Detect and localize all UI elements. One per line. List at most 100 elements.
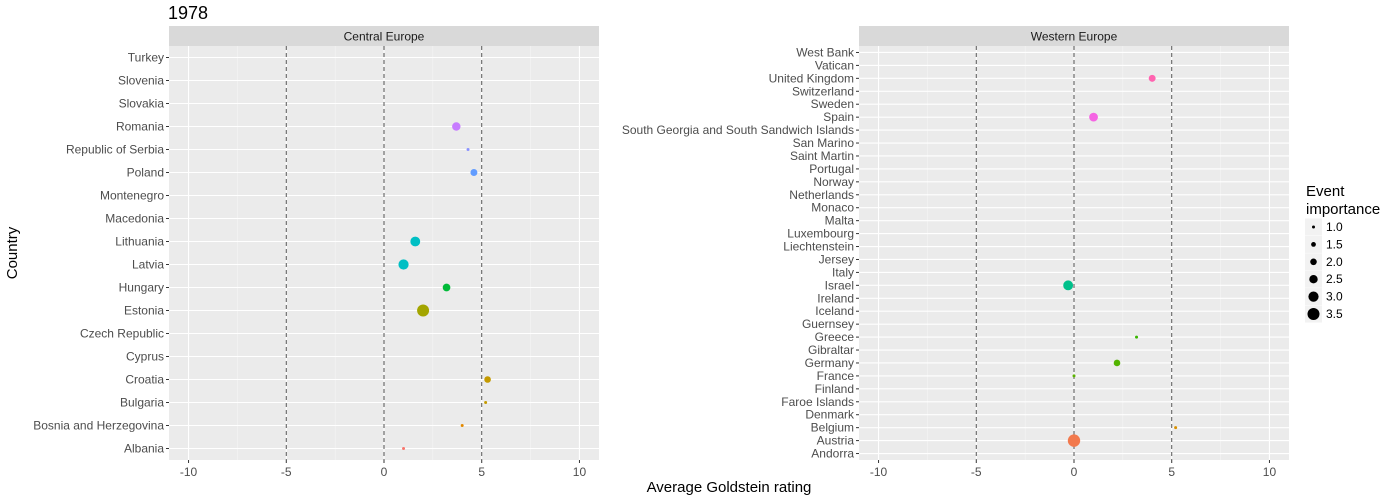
facet-strip-label: Central Europe <box>344 30 425 44</box>
y-tick-label-san-marino: San Marino <box>793 136 855 150</box>
legend-title-line2: importance <box>1306 201 1380 218</box>
y-tick-label-macedonia: Macedonia <box>105 212 164 226</box>
x-tick-label: 0 <box>1071 465 1078 479</box>
data-point-germany <box>1113 359 1121 367</box>
y-tick-label-west-bank: West Bank <box>796 45 855 59</box>
y-tick-label-czech-republic: Czech Republic <box>80 327 164 341</box>
x-axis-title: Average Goldstein rating <box>647 479 812 496</box>
legend-size-key <box>1311 242 1316 247</box>
y-tick-label-croatia: Croatia <box>125 373 164 387</box>
legend-size-key <box>1310 258 1317 266</box>
y-tick-label-luxembourg: Luxembourg <box>787 227 854 241</box>
y-tick-label-greece: Greece <box>815 330 855 344</box>
y-tick-label-lithuania: Lithuania <box>115 235 164 249</box>
y-tick-label-turkey: Turkey <box>128 51 164 65</box>
chart-title: 1978 <box>168 3 208 23</box>
y-tick-label-finland: Finland <box>815 382 854 396</box>
data-point-austria <box>1067 434 1081 447</box>
data-point-france <box>1072 374 1076 378</box>
y-tick-label-sweden: Sweden <box>811 97 854 111</box>
y-tick-label-albania: Albania <box>124 442 164 456</box>
y-tick-label-andorra: Andorra <box>811 447 854 461</box>
y-tick-label-south-georgia-and-south-sandwich-islands: South Georgia and South Sandwich Islands <box>622 123 854 137</box>
x-tick-label: -5 <box>281 465 292 479</box>
y-tick-label-switzerland: Switzerland <box>792 84 854 98</box>
x-tick-label: -5 <box>971 465 982 479</box>
legend-size-label: 1.5 <box>1326 237 1343 251</box>
y-tick-label-germany: Germany <box>805 356 854 370</box>
y-tick-label-poland: Poland <box>127 166 164 180</box>
y-tick-label-republic-of-serbia: Republic of Serbia <box>66 143 164 157</box>
x-tick-label: 5 <box>1168 465 1175 479</box>
y-tick-label-italy: Italy <box>832 265 854 279</box>
y-tick-label-norway: Norway <box>813 175 854 189</box>
data-point-spain <box>1089 112 1098 122</box>
y-axis-title: Country <box>4 226 21 279</box>
y-tick-label-guernsey: Guernsey <box>802 317 854 331</box>
y-tick-label-liechtenstein: Liechtenstein <box>783 240 854 254</box>
y-tick-label-netherlands: Netherlands <box>789 188 854 202</box>
y-tick-label-gibraltar: Gibraltar <box>808 343 854 357</box>
y-tick-label-malta: Malta <box>825 214 855 228</box>
legend-size-label: 2.0 <box>1326 255 1343 269</box>
data-point-united-kingdom <box>1148 74 1156 82</box>
legend-size-label: 1.0 <box>1326 220 1343 234</box>
legend-size-key <box>1308 291 1319 302</box>
data-point-bosnia-and-herzegovina <box>460 424 464 427</box>
data-point-belgium <box>1174 426 1178 430</box>
y-tick-label-spain: Spain <box>823 110 854 124</box>
y-tick-label-saint-martin: Saint Martin <box>790 149 854 163</box>
y-tick-label-faroe-islands: Faroe Islands <box>781 395 854 409</box>
x-tick-label: -10 <box>870 465 888 479</box>
data-point-republic-of-serbia <box>466 148 470 151</box>
legend-size-key <box>1312 225 1315 229</box>
x-tick-label: 5 <box>478 465 485 479</box>
y-tick-label-austria: Austria <box>817 434 855 448</box>
y-tick-label-hungary: Hungary <box>119 281 164 295</box>
legend-title-line1: Event <box>1306 183 1345 200</box>
data-point-romania <box>452 122 461 131</box>
y-tick-label-romania: Romania <box>116 120 164 134</box>
data-point-poland <box>470 169 478 176</box>
y-tick-label-israel: Israel <box>825 278 854 292</box>
y-tick-label-bulgaria: Bulgaria <box>120 396 164 410</box>
size-legend: Event importance 1.0 1.5 2.0 2.5 3.0 3.5 <box>1305 183 1380 323</box>
y-tick-label-latvia: Latvia <box>132 258 164 272</box>
y-tick-label-estonia: Estonia <box>124 304 164 318</box>
data-point-albania <box>402 447 406 450</box>
data-point-israel <box>1063 280 1074 291</box>
y-tick-label-vatican: Vatican <box>815 58 854 72</box>
y-tick-label-slovakia: Slovakia <box>119 97 165 111</box>
facet-strip <box>859 26 1289 46</box>
data-point-hungary <box>442 283 451 292</box>
y-tick-label-montenegro: Montenegro <box>100 189 164 203</box>
y-tick-label-united-kingdom: United Kingdom <box>769 71 854 85</box>
x-tick-label: -10 <box>180 465 198 479</box>
y-tick-label-ireland: Ireland <box>817 291 854 305</box>
data-point-estonia <box>417 304 430 317</box>
y-tick-label-monaco: Monaco <box>811 201 854 215</box>
data-point-latvia <box>398 259 409 270</box>
y-tick-label-slovenia: Slovenia <box>118 74 164 88</box>
data-point-bulgaria <box>484 401 488 404</box>
y-tick-label-cyprus: Cyprus <box>126 350 164 364</box>
legend-size-key <box>1309 275 1318 284</box>
legend-size-label: 3.0 <box>1326 290 1343 304</box>
panel-central-europe: Central Europe Albania Bosnia and Herzegov… <box>33 26 599 479</box>
panel-western-europe: Western Europe AndorraAustriaBelgiumDenma… <box>622 26 1289 479</box>
y-tick-label-bosnia-and-herzegovina: Bosnia and Herzegovina <box>33 419 164 433</box>
y-tick-label-belgium: Belgium <box>811 421 854 435</box>
x-tick-label: 10 <box>573 465 587 479</box>
x-tick-label: 10 <box>1263 465 1277 479</box>
data-point-lithuania <box>410 236 421 247</box>
legend-size-label: 3.5 <box>1326 307 1343 321</box>
y-tick-label-iceland: Iceland <box>815 304 854 318</box>
data-point-greece <box>1135 335 1139 339</box>
facet-strip-label: Western Europe <box>1031 30 1118 44</box>
y-tick-label-france: France <box>817 369 855 383</box>
legend-size-key <box>1307 308 1320 320</box>
y-tick-label-jersey: Jersey <box>819 252 854 266</box>
data-point-croatia <box>484 376 491 383</box>
legend-size-label: 2.5 <box>1326 272 1343 286</box>
